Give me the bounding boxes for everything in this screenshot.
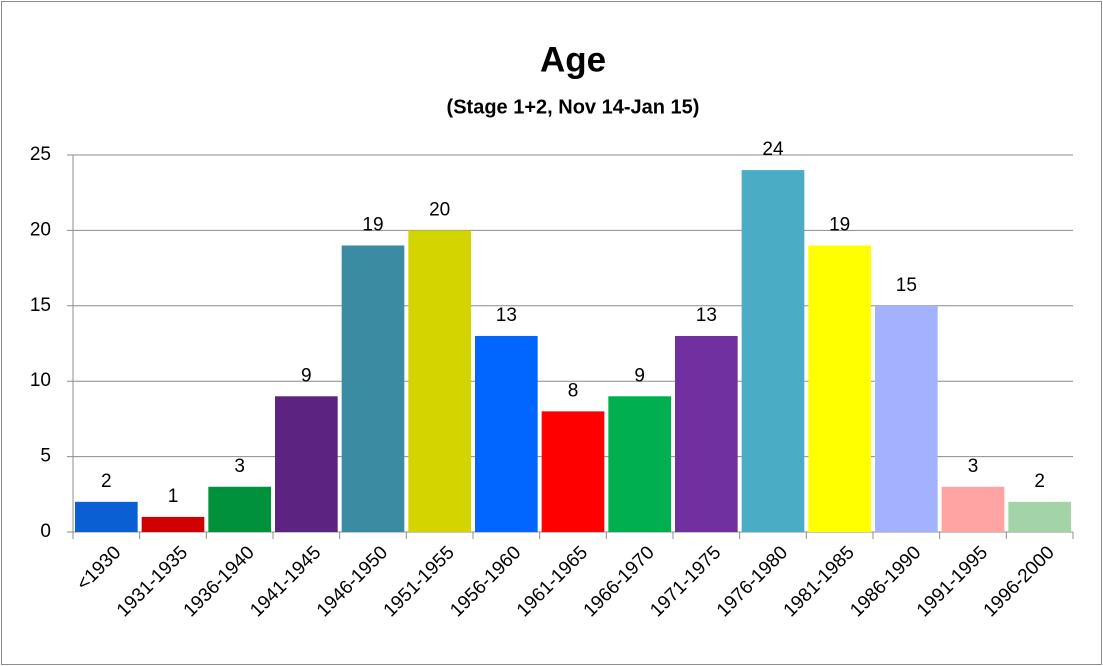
data-label: 3 [234,456,245,477]
y-tick-label: 15 [30,295,51,316]
bar [75,501,138,532]
bar [541,411,605,532]
y-tick-label: 0 [40,521,51,542]
y-tick-label: 20 [30,219,51,240]
data-label: 1 [168,486,179,507]
bar [341,245,405,533]
y-tick-label: 5 [40,446,51,467]
bar [941,486,1005,532]
bar [408,230,471,532]
data-label: 20 [429,199,450,220]
data-label: 2 [101,471,112,492]
bar [1008,501,1071,532]
bar [608,396,671,532]
bar [475,335,538,532]
chart-title: Age [540,40,606,79]
bar [875,305,938,532]
y-tick-label: 25 [30,144,51,165]
chart-subtitle: (Stage 1+2, Nov 14-Jan 15) [447,96,700,118]
bar [141,516,205,532]
data-label: 8 [568,380,579,401]
data-label: 9 [634,365,645,386]
y-tick-label: 10 [30,370,51,391]
bar [675,335,738,532]
bar [808,245,871,533]
data-label: 9 [301,365,312,386]
bar [741,170,805,532]
data-label: 13 [696,305,717,326]
data-label: 13 [496,305,517,326]
data-label: 2 [1034,471,1045,492]
data-label: 3 [968,456,979,477]
data-label: 19 [362,214,383,235]
bar [208,486,271,532]
bar [275,396,338,532]
data-label: 19 [829,214,850,235]
data-label: 15 [896,275,917,296]
data-label: 24 [762,139,784,160]
